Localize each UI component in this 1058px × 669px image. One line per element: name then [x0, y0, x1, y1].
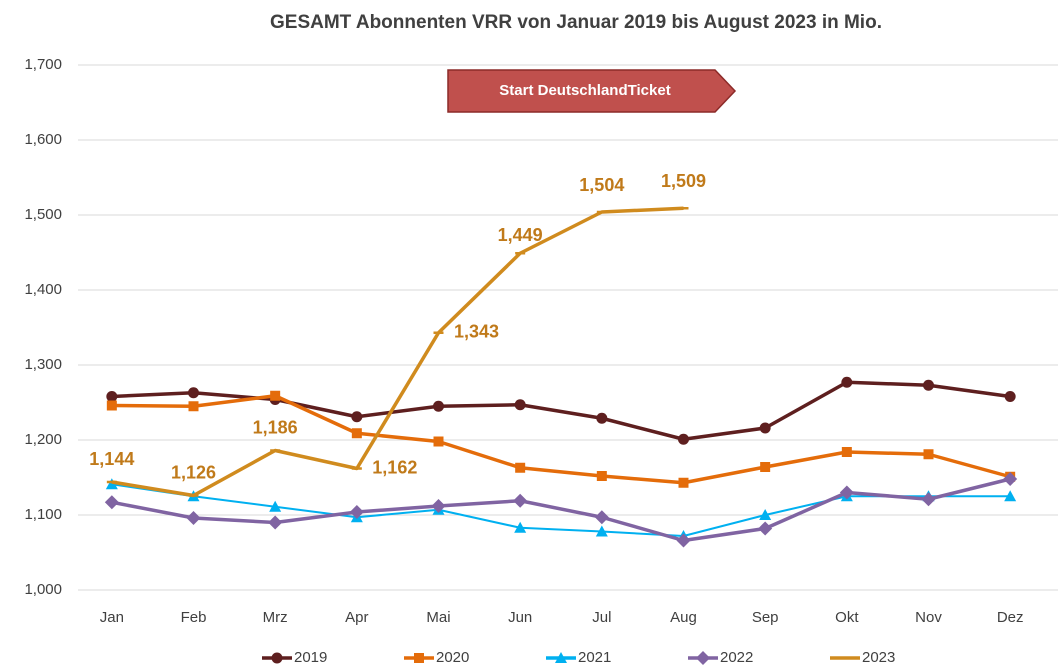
legend-item: 2020	[404, 649, 469, 666]
annotation: Start DeutschlandTicket	[447, 69, 737, 113]
marker	[513, 493, 528, 508]
marker	[921, 492, 936, 507]
legend-item: 2022	[688, 649, 753, 666]
marker	[596, 412, 608, 424]
x-tick-label: Jan	[100, 609, 124, 626]
y-tick-label: 1,400	[24, 281, 62, 298]
legend-marker	[414, 653, 424, 663]
line	[111, 394, 1011, 485]
data-label: 1,144	[89, 449, 134, 469]
marker	[839, 485, 854, 500]
y-tick-label: 1,300	[24, 356, 62, 373]
annotation-text: Start DeutschlandTicket	[499, 82, 670, 99]
data-label: 1,343	[454, 322, 499, 342]
marker	[759, 509, 772, 520]
marker	[351, 428, 362, 439]
marker	[186, 511, 201, 525]
x-tick-label: Okt	[835, 609, 859, 626]
marker	[596, 471, 607, 481]
marker	[270, 390, 281, 401]
y-tick-label: 1,600	[24, 131, 62, 148]
marker	[349, 505, 364, 519]
marker	[515, 462, 526, 473]
marker	[106, 391, 118, 402]
marker	[431, 499, 446, 513]
x-tick-label: Jun	[508, 609, 532, 626]
marker	[841, 447, 852, 457]
marker	[514, 399, 526, 411]
data-label: 1,509	[661, 171, 706, 191]
data-label: 1,186	[253, 417, 298, 437]
legend-label: 2023	[862, 649, 895, 666]
legend-label: 2020	[436, 649, 469, 666]
marker	[268, 515, 283, 530]
line	[111, 477, 1011, 543]
line	[111, 380, 1011, 441]
data-label: 1,504	[579, 175, 624, 195]
data-label: 1,162	[372, 457, 417, 477]
legend-label: 2022	[720, 649, 753, 666]
marker	[433, 436, 444, 447]
marker	[269, 500, 282, 512]
x-tick-label: Feb	[181, 609, 207, 626]
marker	[106, 400, 117, 411]
marker	[514, 521, 527, 533]
legend-item: 2023	[830, 649, 895, 666]
marker	[759, 422, 771, 434]
marker	[676, 533, 691, 548]
x-tick-label: Nov	[915, 609, 942, 626]
chart-title: GESAMT Abonnenten VRR von Januar 2019 bi…	[270, 12, 882, 33]
legend-item: 2019	[262, 649, 327, 666]
marker	[1004, 391, 1016, 402]
marker	[923, 379, 934, 391]
marker	[433, 400, 444, 412]
x-tick-label: Jul	[592, 609, 611, 626]
x-tick-label: Sep	[752, 609, 779, 626]
marker	[351, 411, 363, 423]
legend-marker	[271, 652, 283, 664]
legend-marker	[555, 652, 567, 663]
marker	[758, 521, 773, 536]
marker	[1003, 472, 1018, 486]
marker	[923, 449, 934, 460]
marker	[760, 462, 771, 472]
y-tick-label: 1,000	[24, 581, 62, 598]
x-tick-label: Apr	[345, 609, 368, 626]
legend-label: 2021	[578, 649, 611, 666]
legend-marker	[696, 651, 710, 665]
y-tick-label: 1,200	[24, 431, 62, 448]
data-label: 1,126	[171, 462, 216, 482]
marker	[188, 387, 199, 399]
marker	[594, 510, 609, 525]
x-tick-label: Aug	[670, 609, 697, 626]
line	[111, 483, 1011, 537]
data-label: 1,449	[498, 225, 543, 245]
y-tick-label: 1,100	[24, 506, 62, 523]
marker	[678, 477, 689, 488]
x-tick-label: Dez	[997, 609, 1024, 626]
marker	[1004, 490, 1017, 502]
line	[111, 206, 684, 498]
marker	[104, 495, 119, 510]
marker	[678, 433, 689, 445]
marker	[595, 525, 608, 537]
marker	[188, 401, 199, 412]
marker	[841, 376, 853, 388]
y-tick-label: 1,700	[24, 56, 62, 73]
x-tick-label: Mrz	[263, 609, 288, 626]
y-tick-label: 1,500	[24, 206, 62, 223]
legend-label: 2019	[294, 649, 327, 666]
x-tick-label: Mai	[426, 609, 450, 626]
legend-item: 2021	[546, 649, 611, 666]
